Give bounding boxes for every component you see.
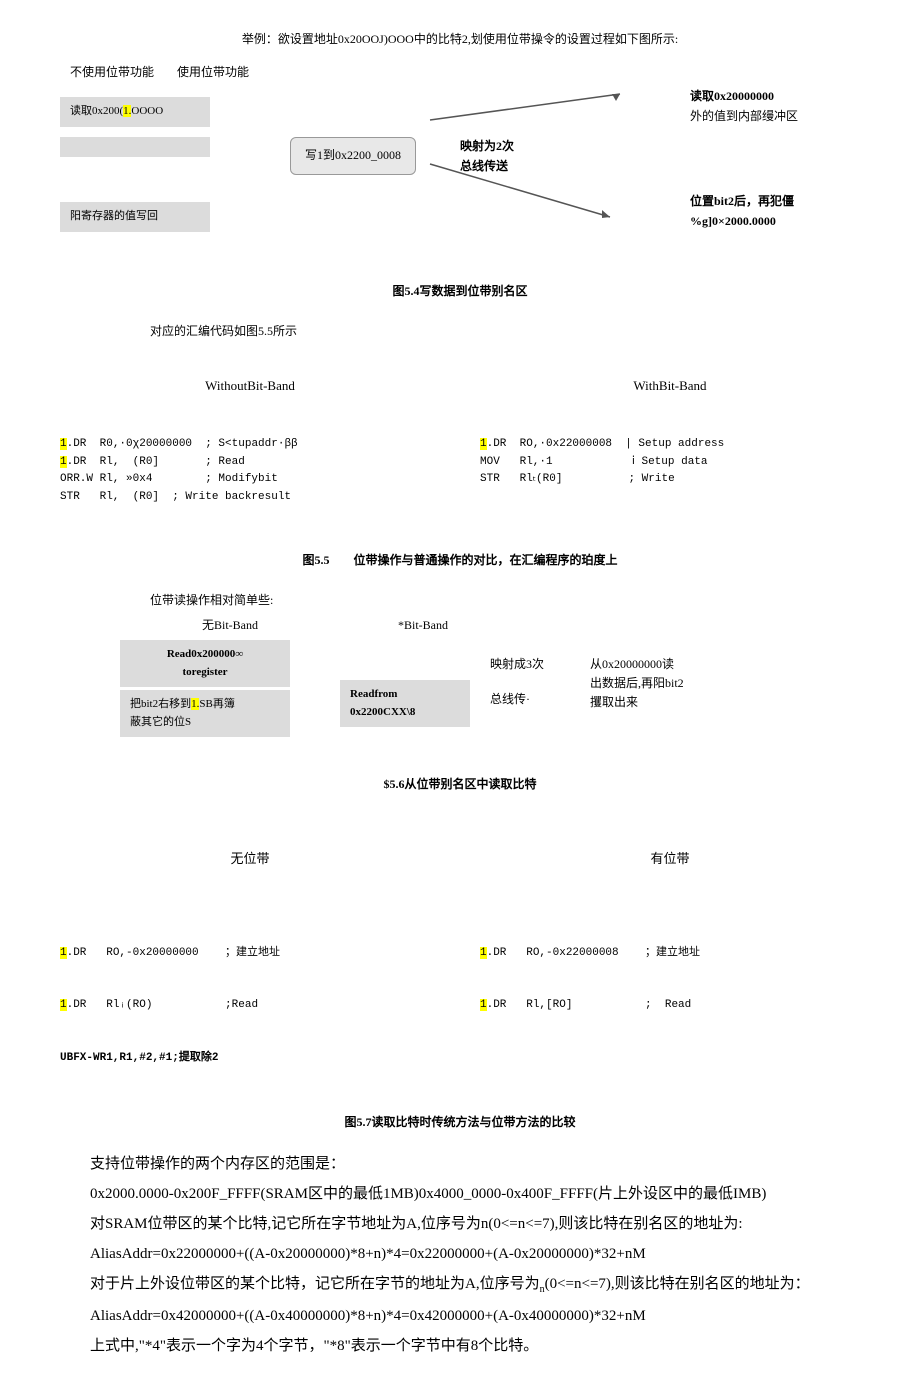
code1-left: WithoutBit-Band 1.DR R0,·0χ20000000 ; S<… [60,341,440,542]
d2-shift-pre: 把bit2右移到 [130,698,191,710]
c2l-l2-hl: 1 [60,999,67,1011]
d2-box-read: Read0x200000∞ toregister [120,640,290,687]
d2-yes-title: *Bit-Band [343,616,503,635]
c2r-l2: 1.DR Rl,[RO] ; Read [480,997,860,1015]
caption-5-6: $5.6从位带别名区中读取比特 [60,775,860,794]
d2-box-shift: 把bit2右移到1.SB再簿 蔽其它的位S [120,690,290,737]
intro-text: 举例：欲设置地址0x20OOJ)OOO中的比特2,划使用位带操令的设置过程如下图… [60,30,860,49]
c2l-l1-txt: .DR RO,-0x20000000 ；建立地址 [67,947,280,959]
c2r-l2-hl: 1 [480,999,487,1011]
d1-ann-set: 位置bit2后，再犯僵 %g]0×2000.0000 [690,192,860,230]
code1-lead: 对应的汇编代码如图5.5所示 [150,322,860,341]
caption-5-4: 图5.4写数据到位带别名区 [60,282,860,301]
d1-ann-map1: 映射为2次 [460,137,550,156]
p5a: 对于片上外设位带区的某个比特，记它所在字节的地址为A,位序号为 [90,1276,540,1292]
caption-5-5: 图5.5 位带操作与普通操作的对比，在汇编程序的珀度上 [60,551,860,570]
d1-label-yes: 使用位带功能 [177,65,249,79]
d1-box-writeback: 阳寄存器的值写回 [60,202,210,232]
diagram-5-6: Read0x200000∞ toregister 把bit2右移到1.SB再簿 … [60,635,860,765]
d1-ann-read1: 读取0x20000000 [690,87,860,106]
code1-right-body: 1.DR RO,·0x22000008 | Setup address MOV … [480,436,860,489]
c1l-rest: .DR R0,·0χ20000000 ; S<tupaddr·ββ [67,438,298,450]
body-p7: 上式中,"*4"表示一个字为4个字节，"*8"表示一个字节中有8个比特。 [60,1334,860,1358]
code2-left: 无位带 1.DR RO,-0x20000000 ；建立地址 1.DR Rlᵢ(R… [60,814,440,1103]
body-p5: 对于片上外设位带区的某个比特，记它所在字节的地址为A,位序号为n(0<=n<=7… [60,1272,860,1298]
d2-r2: 出数据后,再阳bit2 [590,674,750,693]
body-p2: 0x2000.0000-0x200F_FFFF(SRAM区中的最低1MB)0x4… [60,1182,860,1206]
c2r-l2-txt: .DR Rl,[RO] ; Read [487,999,692,1011]
d1-ann-set1: 位置bit2后，再犯僵 [690,192,860,211]
c2r-l1: 1.DR RO,-0x22000008 ；建立地址 [480,945,860,963]
body-p1: 支持位带操作的两个内存区的范围是： [60,1152,860,1176]
c2l-l1-hl: 1 [60,947,67,959]
code1-right: WithBit-Band 1.DR RO,·0x22000008 | Setup… [480,341,860,542]
code2-right-title: 有位带 [480,849,860,870]
d2-ann-map2: 总线传· [490,690,530,709]
p5c: (0<=n<=7),则该比特在别名区的地址为： [545,1276,810,1292]
c2l-l2-txt: .DR Rlᵢ(RO) ;Read [67,999,258,1011]
body-p6: AliasAddr=0x42000000+((A-0x40000000)*8+n… [60,1304,860,1328]
c1r-rest: .DR RO,·0x22000008 | Setup address [487,438,725,450]
diagram-5-4: 读取0x200(1.OOOO 阳寄存器的值写回 写1到0x2200_0008 读… [60,82,860,272]
c2r-l1-hl: 1 [480,947,487,959]
d1-ann-set2: %g]0×2000.0000 [690,212,860,231]
c2r-l1-txt: .DR RO,-0x22000008 ；建立地址 [487,947,700,959]
d1-ann-read2: 外的值到内部缦冲区 [690,107,860,126]
arrow-down-icon [430,162,630,222]
d1-box-empty [60,137,210,157]
code2-right: 有位带 1.DR RO,-0x22000008 ；建立地址 1.DR Rl,[R… [480,814,860,1103]
d1-box-read: 读取0x200(1.OOOO [60,97,210,127]
c1r-hl0: 1 [480,438,487,450]
body-p3: 对SRAM位带区的某个比特,记它所在字节地址为A,位序号为n(0<=n<=7),… [60,1212,860,1236]
d1-box-mid: 写1到0x2200_0008 [290,137,416,174]
code-block-5-7: 无位带 1.DR RO,-0x20000000 ；建立地址 1.DR Rlᵢ(R… [60,814,860,1103]
c2l-l1: 1.DR RO,-0x20000000 ；建立地址 [60,945,440,963]
d2-box-readfrom: Readfrom 0x2200CXX\8 [340,680,470,727]
c2l-l2: 1.DR Rlᵢ(RO) ;Read [60,997,440,1015]
code1-right-title: WithBit-Band [480,376,860,397]
c1l-hl0: 1 [60,438,67,450]
code1-left-body: 1.DR R0,·0χ20000000 ; S<tupaddr·ββ 1.DR … [60,436,440,506]
c2l-l3: UBFX-WR1,R1,#2,#1;提取除2 [60,1050,440,1068]
code-block-5-5: WithoutBit-Band 1.DR R0,·0χ20000000 ; S<… [60,341,860,542]
d1-label-no: 不使用位带功能 [70,65,154,79]
d2-ann-map1: 映射成3次 [490,655,544,674]
d1-read-prefix: 读取0x200( [70,105,123,117]
body-p4: AliasAddr=0x22000000+((A-0x20000000)*8+n… [60,1242,860,1266]
d1-read-suffix: OOOO [131,105,163,117]
d2-ann-right: 从0x20000000读 出数据后,再阳bit2 攫取出来 [590,655,750,713]
caption-5-7: 图5.7读取比特时传统方法与位带方法的比较 [60,1113,860,1132]
d2-r3: 攫取出来 [590,693,750,712]
d2-lead: 位带读操作相对简单些: [150,591,860,610]
code1-left-title: WithoutBit-Band [60,376,440,397]
d2-no-title: 无Bit-Band [120,616,340,635]
arrow-up-icon [430,92,630,122]
code2-left-title: 无位带 [60,849,440,870]
d1-ann-read: 读取0x20000000 外的值到内部缦冲区 [690,87,860,125]
d2-r1: 从0x20000000读 [590,655,750,674]
